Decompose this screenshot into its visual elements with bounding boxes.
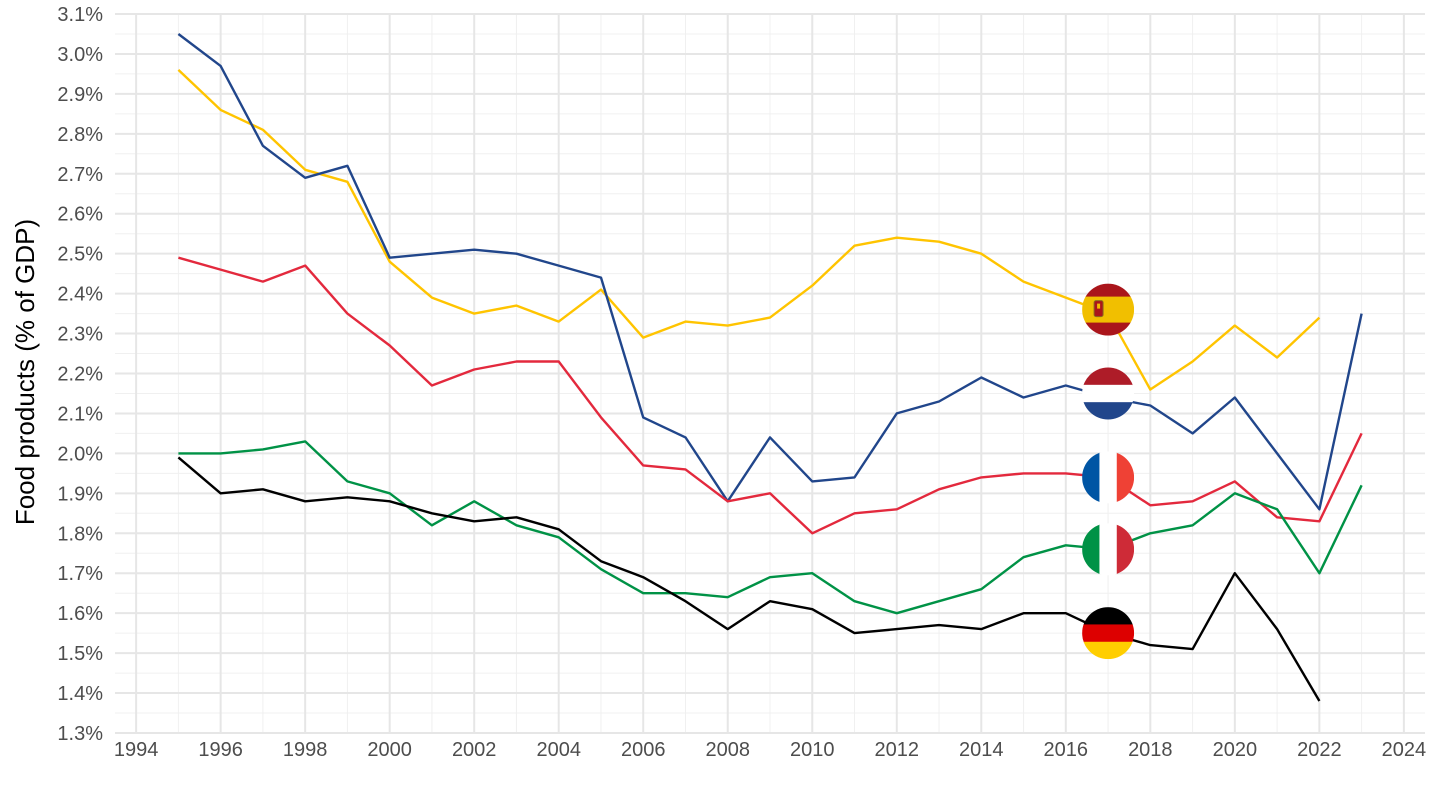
y-tick-label: 1.8% (57, 523, 103, 545)
flag-markers (1082, 283, 1135, 660)
x-tick-label: 2010 (790, 739, 835, 761)
flag-marker-spain (1082, 283, 1135, 336)
x-tick-label: 2008 (705, 739, 750, 761)
x-tick-label: 2024 (1382, 739, 1427, 761)
series-line-france (178, 256, 1363, 535)
x-tick-label: 2012 (875, 739, 920, 761)
y-tick-label: 2.1% (57, 403, 103, 425)
y-tick-label: 1.5% (57, 643, 103, 665)
x-tick-label: 1996 (198, 739, 243, 761)
x-axis-ticks: 1994 1996 1998 2000 2002 2004 2006 2008 2010 2012… (114, 739, 1426, 761)
series-line-spain (177, 69, 1321, 391)
x-tick-label: 2002 (452, 739, 497, 761)
x-tick-label: 1994 (114, 739, 159, 761)
x-tick-label: 1998 (283, 739, 328, 761)
grid (115, 13, 1425, 734)
series-line-netherlands (177, 33, 1363, 511)
y-tick-label: 2.8% (57, 124, 103, 146)
x-tick-label: 2014 (959, 739, 1004, 761)
y-tick-label: 2.4% (57, 284, 103, 306)
y-tick-label: 1.9% (57, 483, 103, 505)
series-lines (177, 33, 1363, 702)
y-tick-label: 2.0% (57, 443, 103, 465)
x-tick-label: 2018 (1128, 739, 1173, 761)
flag-marker-netherlands (1082, 367, 1135, 420)
y-tick-label: 3.1% (57, 4, 103, 26)
x-tick-label: 2000 (367, 739, 412, 761)
y-tick-label: 1.4% (57, 683, 103, 705)
y-tick-label: 3.0% (57, 44, 103, 66)
x-tick-label: 2004 (536, 739, 581, 761)
y-tick-label: 1.6% (57, 603, 103, 625)
y-tick-label: 2.9% (57, 84, 103, 106)
x-tick-label: 2016 (1044, 739, 1089, 761)
y-tick-label: 2.2% (57, 364, 103, 386)
flag-marker-germany (1082, 607, 1135, 660)
x-tick-label: 2022 (1297, 739, 1342, 761)
x-tick-label: 2006 (621, 739, 666, 761)
y-tick-label: 1.3% (57, 723, 103, 745)
y-tick-label: 1.7% (57, 563, 103, 585)
y-axis-title: Food products (% of GDP) (10, 219, 40, 525)
series-line-italy (178, 440, 1363, 615)
y-tick-label: 2.3% (57, 324, 103, 346)
y-tick-label: 2.6% (57, 204, 103, 226)
y-axis-ticks: 1.3% 1.4% 1.5% 1.6% 1.7% 1.8% 1.9% 2.0% 2.1% 2.2%… (57, 4, 103, 745)
y-tick-label: 2.5% (57, 244, 103, 266)
flag-marker-italy (1082, 523, 1135, 576)
flag-marker-france (1082, 451, 1135, 504)
y-tick-label: 2.7% (57, 164, 103, 186)
x-tick-label: 2020 (1213, 739, 1258, 761)
